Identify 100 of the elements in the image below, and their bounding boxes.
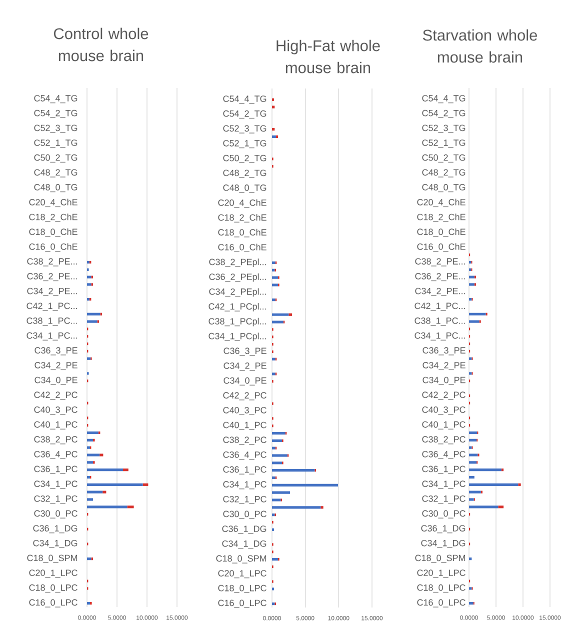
y-tick-label: C18_0_SPM (27, 554, 78, 563)
bar (469, 483, 518, 486)
y-tick-label: C36_2_PE... (27, 273, 77, 282)
bar (272, 298, 276, 302)
bar (87, 454, 100, 456)
bar (320, 506, 324, 509)
bar (272, 313, 289, 316)
y-tick-label: C34_1_PC... (414, 332, 465, 340)
bar (272, 106, 275, 108)
y-tick-label: C48_2_TG (34, 169, 78, 178)
y-tick-label: C34_1_DG (33, 540, 78, 548)
y-tick-label: C34_0_PE (422, 376, 466, 385)
y-tick-label: C34_1_PC (34, 480, 78, 489)
bar (272, 432, 286, 435)
y-tick-label: C18_2_ChE (218, 214, 266, 222)
y-tick-label: C42_1_PCpl... (208, 303, 266, 312)
y-tick-label: C20_4_ChE (218, 199, 266, 208)
bar (87, 602, 90, 605)
bar (272, 498, 281, 502)
y-tick-label: C36_2_PEpl... (209, 273, 266, 282)
bar (501, 468, 504, 472)
y-tick-label: C38_2_PE... (415, 258, 465, 266)
y-tick-label: C20_4_ChE (29, 198, 78, 208)
bar (272, 358, 276, 360)
bar (87, 476, 90, 479)
y-tick-label: C34_2_PEpl... (209, 288, 266, 297)
bar (272, 439, 282, 442)
bar (102, 490, 106, 494)
bar (518, 483, 521, 486)
y-tick-label: C40_3_PC (422, 406, 466, 415)
bar (469, 320, 480, 323)
y-tick-label: C18_2_ChE (29, 214, 78, 222)
bar (272, 484, 338, 486)
bar (469, 602, 474, 605)
bar (87, 438, 93, 442)
bar (127, 506, 134, 508)
y-tick-label: C34_1_PC (422, 480, 466, 489)
y-tick-label: C30_0_PC (34, 510, 78, 518)
chart-title: High-Fat whole mouse brain (276, 40, 380, 74)
y-tick-label: C38_2_PC (223, 436, 266, 445)
y-tick-label: C40_1_PC (34, 421, 78, 430)
chart-title: Control whole mouse brain (54, 28, 148, 62)
y-tick-label: C36_3_PE (224, 348, 266, 356)
y-tick-label: C18_0_ChE (29, 228, 78, 237)
y-tick-label: C34_2_PE... (415, 288, 465, 296)
y-tick-label: C18_0_LPC (417, 584, 466, 592)
bar (498, 506, 504, 508)
y-tick-label: C52_1_TG (422, 140, 466, 148)
bar (469, 468, 502, 472)
y-tick-label: C48_0_TG (34, 184, 78, 192)
bar (272, 462, 282, 464)
y-tick-label: C20_4_ChE (417, 198, 466, 208)
y-tick-label: C34_2_PE (34, 362, 78, 370)
y-tick-label: C52_3_TG (223, 125, 266, 134)
y-tick-label: C34_1_PC (223, 481, 266, 490)
y-tick-label: C38_1_PCpl... (208, 318, 266, 326)
y-tick-label: C50_2_TG (223, 154, 266, 163)
bar (469, 454, 478, 456)
y-tick-label: C34_0_PE (34, 376, 78, 385)
bar (469, 276, 474, 278)
y-tick-label: C18_0_LPC (218, 584, 266, 593)
y-tick-label: C34_2_PE (224, 362, 266, 371)
y-tick-label: C40_3_PC (34, 406, 78, 415)
y-tick-label: C54_2_TG (34, 110, 78, 118)
bar (87, 461, 93, 464)
y-tick-label: C52_3_TG (34, 124, 78, 133)
bar (272, 320, 284, 324)
bar (469, 431, 478, 434)
y-tick-label: C40_3_PC (223, 406, 266, 416)
bar (87, 558, 92, 560)
y-tick-label: C42_1_PC... (26, 302, 77, 311)
bar (87, 312, 100, 316)
bar (87, 498, 93, 501)
bar (469, 283, 474, 286)
bar (469, 506, 498, 508)
y-tick-label: C18_0_SPM (216, 555, 266, 564)
y-tick-label: C16_0_ChE (218, 244, 266, 252)
bar (469, 587, 472, 590)
y-tick-label: C36_3_PE (34, 347, 78, 356)
y-tick-label: C18_2_ChE (417, 214, 466, 222)
y-tick-label: C36_4_PC (422, 450, 466, 460)
y-tick-label: C36_1_DG (222, 526, 266, 534)
y-tick-label: C36_1_DG (33, 525, 78, 534)
bar (469, 490, 481, 494)
y-tick-label: C50_2_TG (422, 154, 466, 162)
y-tick-label: C38_2_PC (422, 436, 466, 444)
y-tick-label: C42_2_PC (34, 392, 78, 400)
bar (272, 276, 278, 279)
y-tick-label: C20_1_LPC (417, 570, 466, 578)
y-tick-label: C18_0_ChE (218, 228, 266, 238)
y-tick-label: C16_0_LPC (218, 600, 266, 608)
chart-title: Starvation whole mouse brain (422, 29, 538, 63)
bar (87, 446, 90, 449)
y-tick-label: C36_1_PC (223, 466, 266, 474)
y-tick-label: C38_2_PEpl... (209, 258, 266, 267)
y-tick-label: C38_1_PC... (414, 318, 465, 326)
y-tick-label: C40_1_PC (422, 421, 466, 430)
y-tick-label: C16_0_ChE (29, 243, 78, 252)
y-tick-label: C32_1_PC (34, 495, 78, 504)
y-tick-label: C48_0_TG (223, 184, 266, 193)
